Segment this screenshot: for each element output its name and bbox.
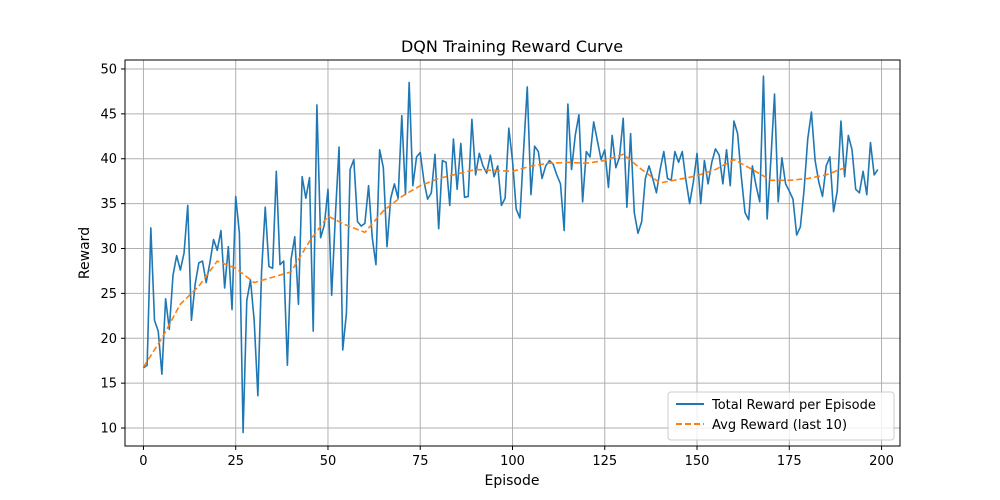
x-axis-label: Episode: [485, 473, 540, 489]
legend-label-avg-reward: Avg Reward (last 10): [712, 418, 847, 433]
y-tick-label: 40: [100, 152, 117, 167]
y-tick-label: 45: [100, 107, 117, 122]
y-tick-label: 15: [100, 377, 117, 392]
x-tick-label: 200: [869, 454, 894, 469]
series-total-reward-line: [142, 75, 879, 434]
x-tick-label: 100: [500, 454, 525, 469]
legend-label-total-reward: Total Reward per Episode: [711, 398, 876, 413]
x-tick-label: 150: [685, 454, 710, 469]
series-layer: [142, 75, 879, 434]
y-axis-label: Reward: [77, 227, 93, 279]
y-tick-label: 10: [100, 422, 117, 437]
series-avg-reward-line: [142, 153, 845, 368]
x-tick-label: 25: [227, 454, 244, 469]
grid-lines: [125, 60, 900, 446]
x-axis-ticks: 0 25 50 75 100 125 150 175 200: [139, 446, 894, 469]
y-tick-label: 25: [100, 287, 117, 302]
y-tick-label: 50: [100, 62, 117, 77]
x-tick-label: 175: [777, 454, 802, 469]
legend: Total Reward per Episode Avg Reward (las…: [667, 391, 895, 441]
y-tick-label: 20: [100, 332, 117, 347]
y-axis-ticks: 10 15 20 25 30 35 40 45 50: [100, 62, 125, 437]
y-tick-label: 30: [100, 242, 117, 257]
x-tick-label: 125: [592, 454, 617, 469]
chart-title: DQN Training Reward Curve: [401, 37, 623, 56]
x-tick-label: 50: [320, 454, 337, 469]
x-tick-label: 0: [139, 454, 147, 469]
legend-box: [667, 391, 895, 441]
y-tick-label: 35: [100, 197, 117, 212]
x-tick-label: 75: [412, 454, 429, 469]
